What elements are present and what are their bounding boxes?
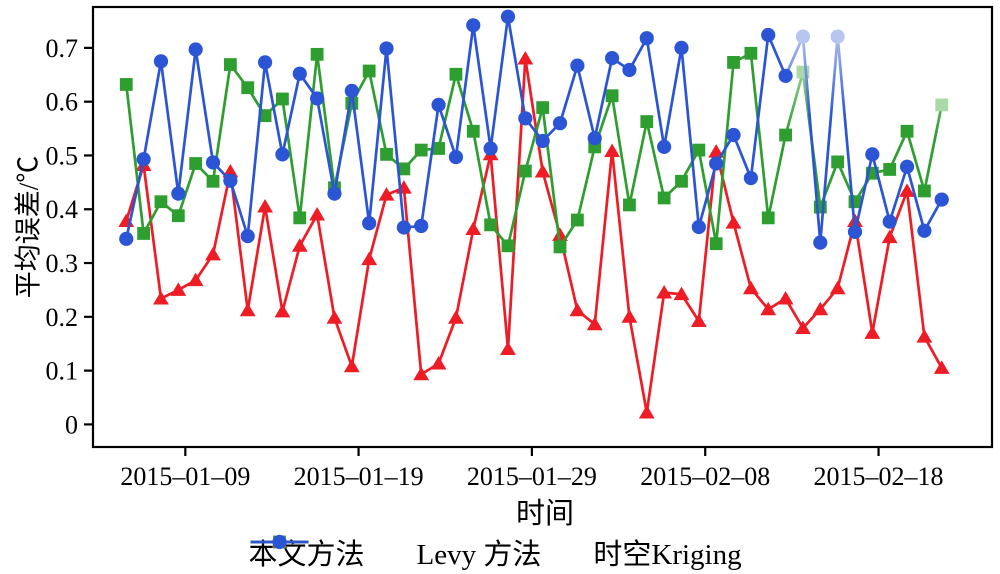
svg-text:0.6: 0.6 <box>46 88 79 117</box>
legend: 本文方法 Levy 方法 时空Kriging <box>249 531 742 573</box>
x-axis-label: 时间 <box>515 498 575 530</box>
svg-text:0.2: 0.2 <box>46 303 79 332</box>
svg-text:0.5: 0.5 <box>46 141 79 170</box>
svg-text:0.1: 0.1 <box>46 357 79 386</box>
svg-text:2015–02–18: 2015–02–18 <box>814 462 944 491</box>
legend-label: 本文方法 <box>248 539 365 571</box>
legend-item-levy: Levy 方法 <box>250 531 542 573</box>
legend-label: Levy 方法 <box>416 539 542 571</box>
svg-text:0.3: 0.3 <box>46 249 79 278</box>
svg-text:0.7: 0.7 <box>46 34 79 63</box>
circle-marker-icon <box>250 534 309 550</box>
svg-text:2015–02–08: 2015–02–08 <box>640 462 770 491</box>
svg-text:0.4: 0.4 <box>46 195 79 224</box>
svg-text:2015–01–09: 2015–01–09 <box>120 462 250 491</box>
svg-text:0: 0 <box>65 410 78 439</box>
svg-text:2015–01–19: 2015–01–19 <box>294 462 424 491</box>
svg-text:2015–01–29: 2015–01–29 <box>467 462 597 491</box>
legend-item-kriging: 时空Kriging <box>250 531 742 573</box>
y-axis-label: 平均误差/℃ <box>13 155 44 299</box>
legend-label: 时空Kriging <box>593 539 742 571</box>
